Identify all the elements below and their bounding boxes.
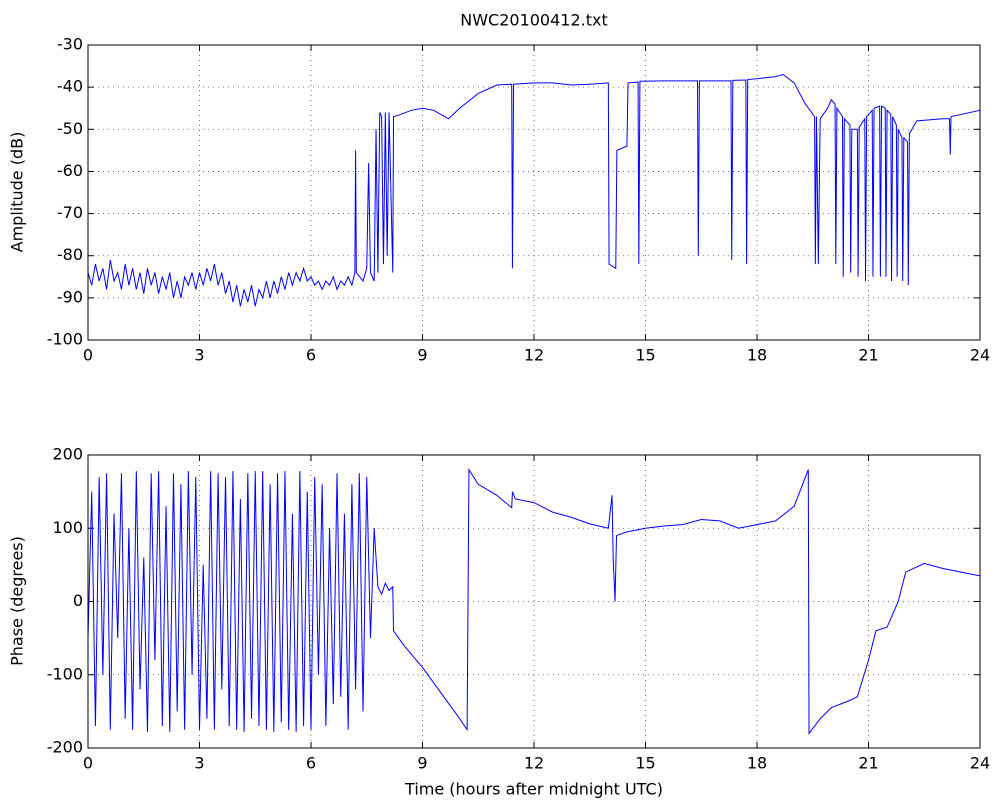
y-axis-label: Phase (degrees)	[8, 536, 27, 666]
axes-frame	[87, 454, 981, 749]
x-tick-label: 0	[83, 754, 93, 773]
x-tick-label: 24	[970, 754, 990, 773]
x-tick-label: 6	[306, 754, 316, 773]
x-tick-label: 24	[970, 346, 990, 365]
x-tick-label: 21	[858, 346, 878, 365]
x-tick-label: 9	[417, 754, 427, 773]
x-tick-label: 3	[194, 346, 204, 365]
x-tick-label: 3	[194, 754, 204, 773]
x-axis-label: Time (hours after midnight UTC)	[404, 780, 663, 799]
x-tick-label: 9	[417, 346, 427, 365]
x-tick-label: 18	[747, 346, 767, 365]
x-tick-label: 18	[747, 754, 767, 773]
x-tick-label: 21	[858, 754, 878, 773]
y-tick-label: -80	[57, 245, 83, 264]
y-tick-label: -50	[57, 119, 83, 138]
data-line	[87, 467, 981, 735]
chart-title: NWC20100412.txt	[460, 11, 608, 30]
y-tick-label: 100	[52, 518, 83, 537]
y-tick-label: -70	[57, 203, 83, 222]
y-tick-label: -100	[47, 664, 83, 683]
y-tick-label: 200	[52, 445, 83, 464]
data-line	[87, 73, 981, 307]
x-tick-label: 12	[524, 754, 544, 773]
x-tick-label: 0	[83, 346, 93, 365]
y-tick-label: -40	[57, 77, 83, 96]
y-tick-label: -60	[57, 161, 83, 180]
y-tick-label: -90	[57, 287, 83, 306]
y-axis-label: Amplitude (dB)	[8, 132, 27, 253]
y-tick-label: -200	[47, 738, 83, 757]
x-tick-label: 6	[306, 346, 316, 365]
y-tick-label: -100	[47, 330, 83, 349]
x-tick-label: 12	[524, 346, 544, 365]
x-tick-label: 15	[635, 346, 655, 365]
y-tick-label: 0	[73, 591, 83, 610]
x-tick-label: 15	[635, 754, 655, 773]
y-tick-label: -30	[57, 35, 83, 54]
axes-frame	[87, 44, 981, 341]
